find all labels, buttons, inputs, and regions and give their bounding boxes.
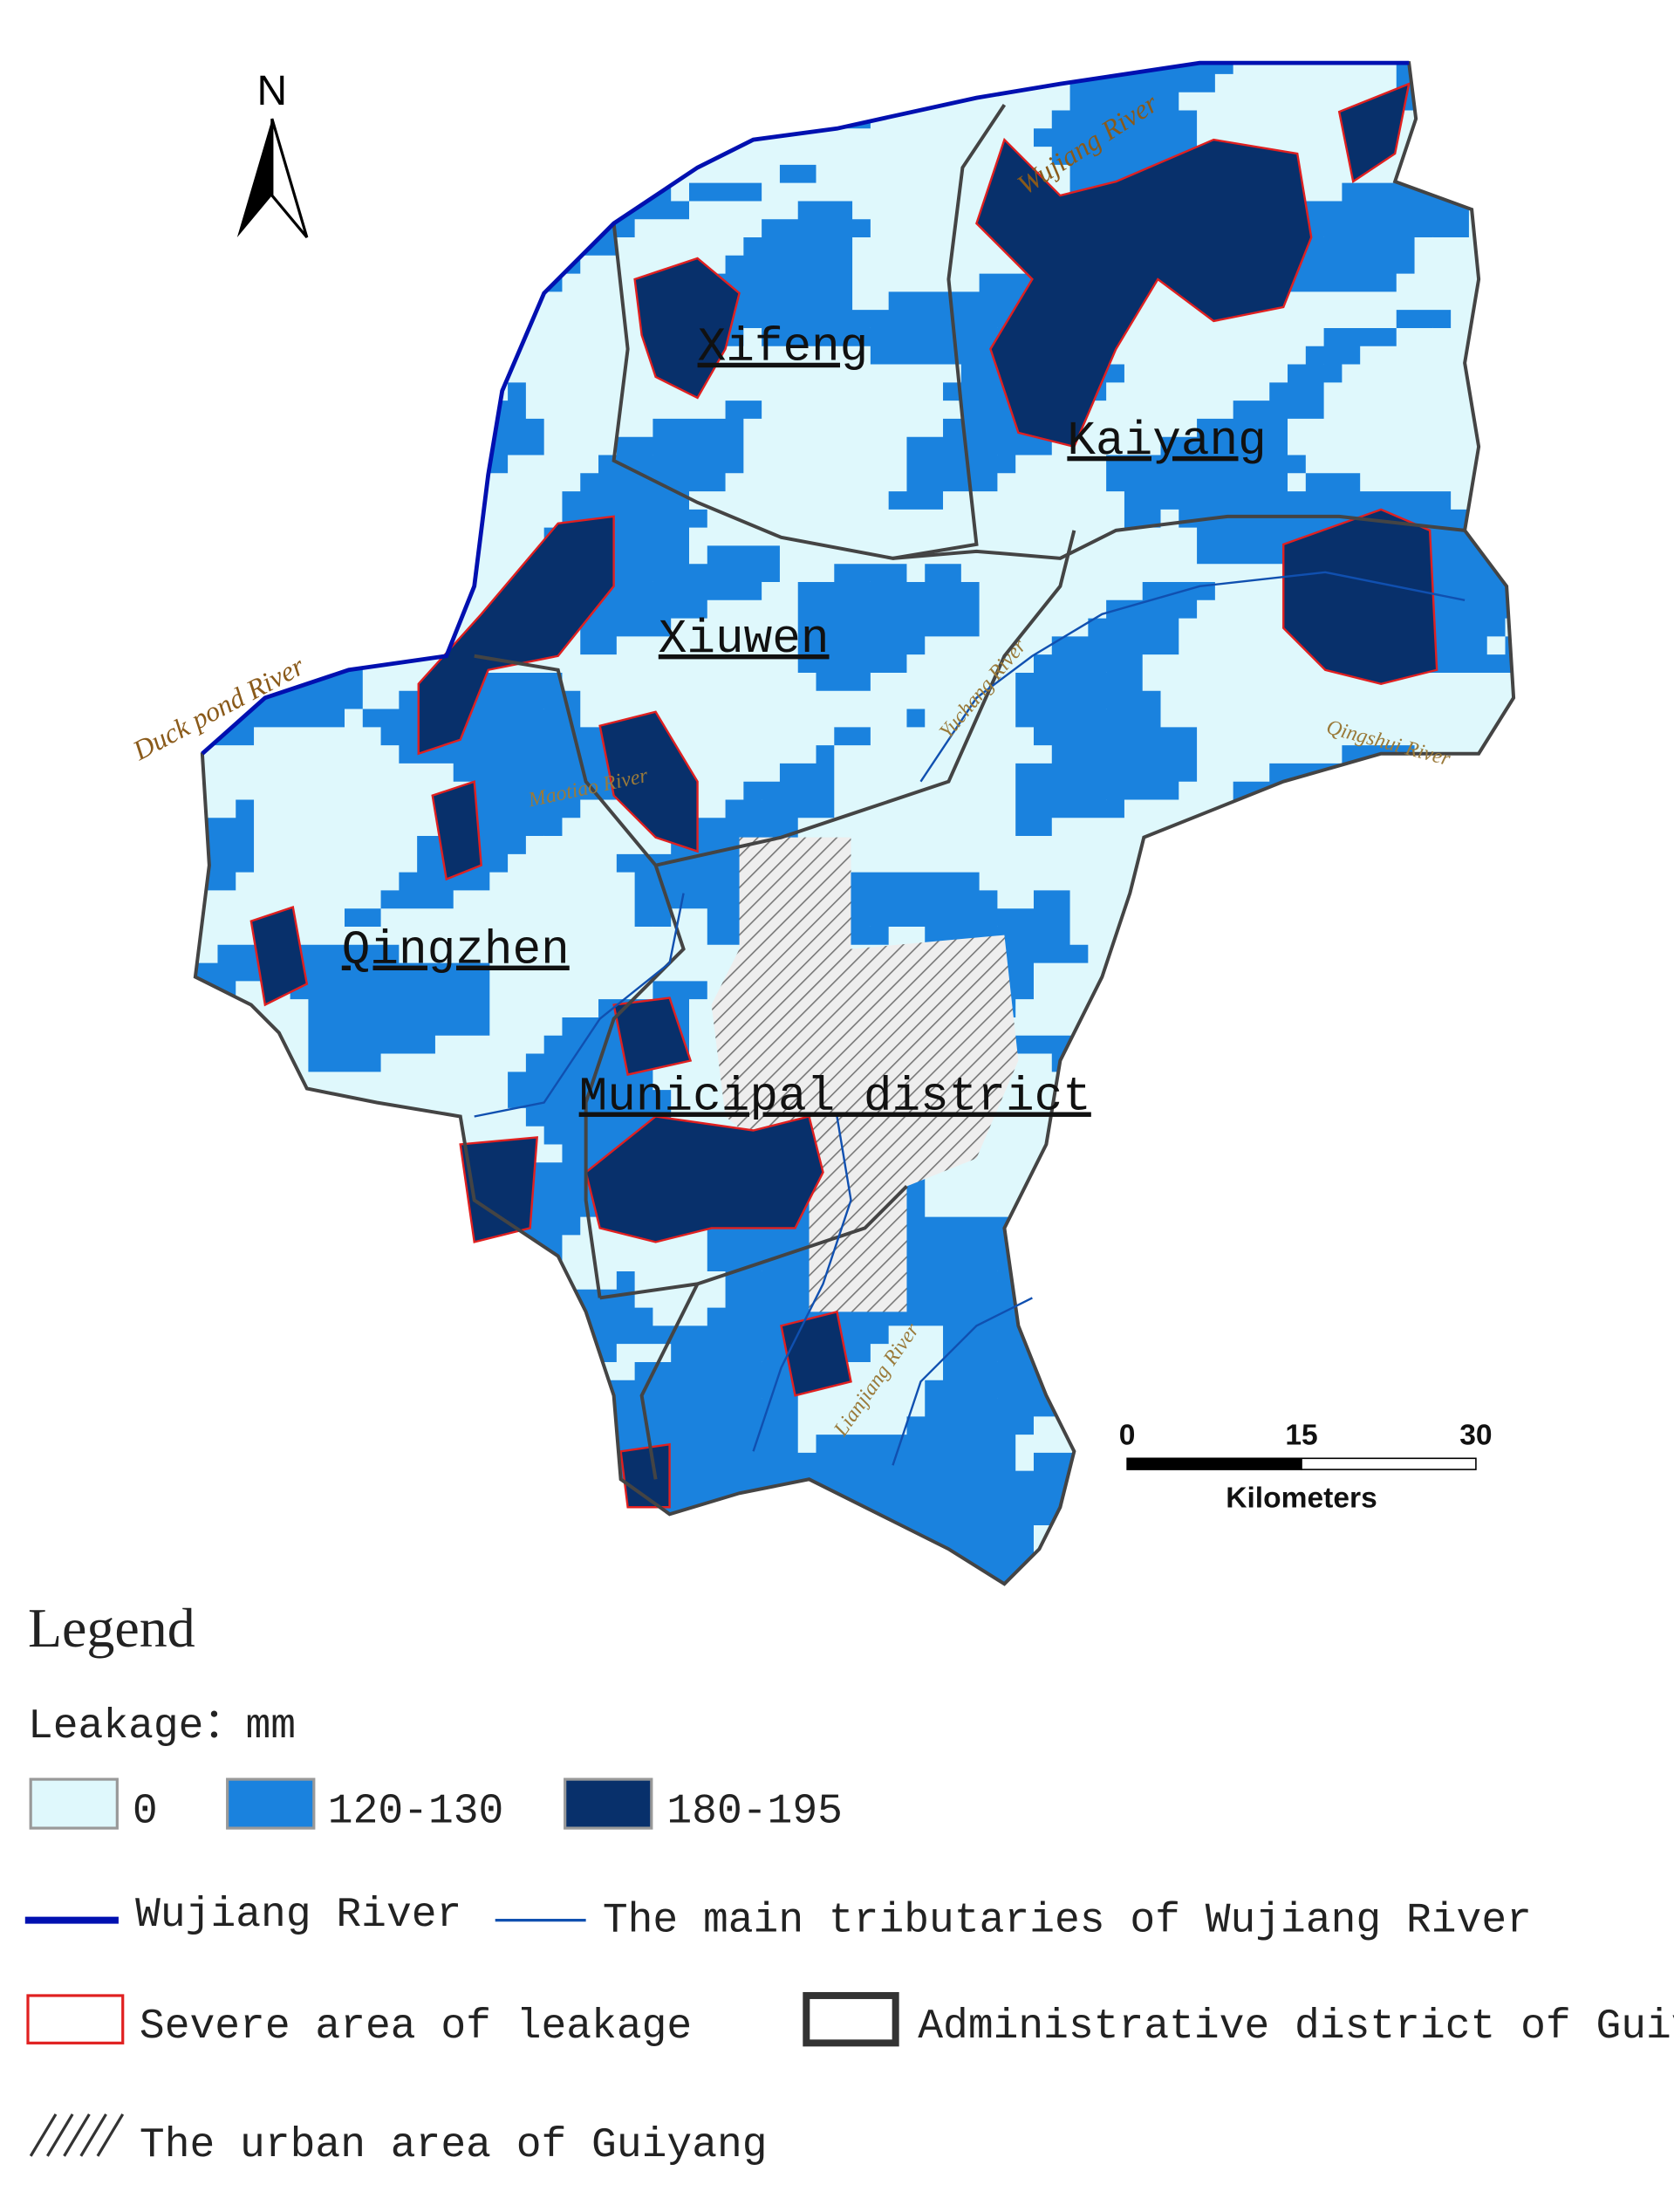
place-label: Municipal district [579,1071,1091,1124]
place-label: Qingzhen [342,925,570,978]
severe-leakage-area [633,257,741,400]
legend-swatch [564,1777,653,1830]
place-label: Xiuwen [659,613,830,667]
legend-label: 180-195 [666,1789,843,1836]
legend-swatch [226,1777,316,1830]
scale-tick: 15 [1285,1419,1317,1451]
severe-leakage-area [598,710,699,853]
legend: Legend Leakage：mm 0 120-130 180-195 Wuji… [24,1597,1674,2169]
place-label: Xifeng [698,322,869,375]
legend-swatch [26,1994,125,2044]
wujiang-river [201,60,1410,756]
scale-tick: 30 [1459,1419,1492,1451]
scale-segment [1301,1457,1477,1470]
admin-boundary [892,514,1466,560]
severe-leakage-area [780,1310,852,1397]
admin-boundary [584,865,686,1298]
severe-leakage-area [1282,508,1438,685]
tributary [892,1297,1033,1466]
severe-leakage-area [975,137,1313,449]
severe-leakage-area [1337,82,1411,184]
urban-area [711,837,1019,1312]
legend-swatch [29,1777,119,1830]
place-label: Kaiyang [1067,415,1266,469]
severe-leakage-area [249,906,309,1007]
severe-leakage-area [459,1136,538,1243]
scale-tick: 0 [1119,1419,1136,1451]
legend-swatch [803,1991,899,2047]
severe-leakage-area [619,1442,671,1509]
north-arrow: N [236,68,309,239]
tributary [752,1116,852,1452]
tributary [919,571,1466,783]
scale-unit: Kilometers [1226,1482,1377,1514]
north-label: N [257,68,288,114]
legend-subtitle: Leakage：mm [28,1703,296,1750]
legend-hatch [29,2113,125,2157]
admin-boundary [474,530,1076,867]
severe-leakage-area [431,780,482,881]
legend-label: 0 [133,1789,158,1836]
scale-bar: 0 15 30 Kilometers [1119,1419,1493,1514]
legend-label: 120-130 [328,1789,504,1836]
legend-label: Severe area of leakage [140,2003,692,2051]
severe-leakage-area [584,1115,824,1243]
legend-label: The urban area of Guiyang [140,2122,768,2169]
admin-boundary [639,1283,700,1480]
tributary [474,893,685,1118]
admin-boundary [599,1185,908,1300]
legend-label: Administrative district of Guiyang [918,2003,1674,2051]
legend-title: Legend [28,1597,195,1659]
legend-label: The main tributaries of Wujiang River [603,1897,1532,1944]
legend-label: Wujiang River [135,1892,461,1939]
scale-segment [1126,1457,1302,1470]
severe-leakage-area [612,996,693,1076]
